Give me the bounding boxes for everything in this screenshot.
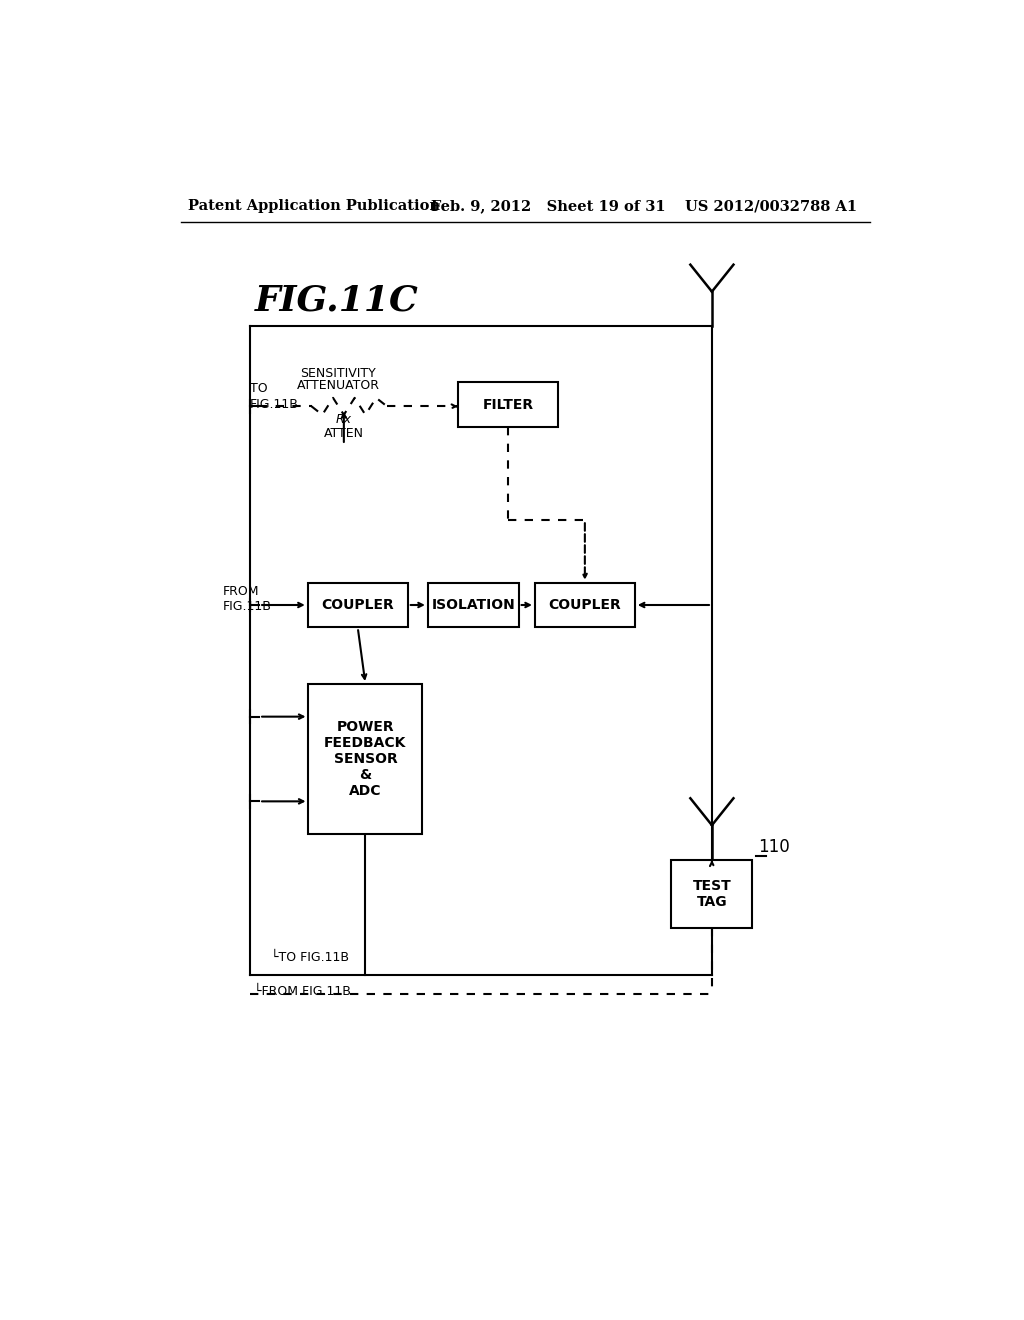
FancyBboxPatch shape <box>672 859 753 928</box>
Text: FIG.11B: FIG.11B <box>223 601 271 612</box>
Text: FILTER: FILTER <box>482 397 534 412</box>
Text: └FROM FIG.11B: └FROM FIG.11B <box>254 986 350 998</box>
Text: TO: TO <box>250 383 267 396</box>
Text: COUPLER: COUPLER <box>322 598 394 612</box>
Text: SENSITIVITY: SENSITIVITY <box>301 367 377 380</box>
Text: TEST
TAG: TEST TAG <box>692 879 731 909</box>
Text: 110: 110 <box>759 838 791 857</box>
FancyBboxPatch shape <box>308 684 422 834</box>
Text: Patent Application Publication: Patent Application Publication <box>188 199 440 213</box>
Text: └TO FIG.11B: └TO FIG.11B <box>271 950 349 964</box>
FancyBboxPatch shape <box>428 582 518 627</box>
Text: POWER
FEEDBACK
SENSOR
&
ADC: POWER FEEDBACK SENSOR & ADC <box>325 719 407 799</box>
Text: FIG.11C: FIG.11C <box>255 284 419 318</box>
FancyBboxPatch shape <box>535 582 635 627</box>
FancyBboxPatch shape <box>307 582 408 627</box>
Text: ATTEN: ATTEN <box>324 428 364 440</box>
Text: COUPLER: COUPLER <box>549 598 622 612</box>
Text: FROM: FROM <box>223 585 259 598</box>
Text: ATTENUATOR: ATTENUATOR <box>297 379 380 392</box>
FancyBboxPatch shape <box>458 383 558 428</box>
Text: US 2012/0032788 A1: US 2012/0032788 A1 <box>685 199 857 213</box>
Text: ISOLATION: ISOLATION <box>431 598 515 612</box>
Text: FIG.11B: FIG.11B <box>250 397 299 411</box>
Text: Rx: Rx <box>336 413 352 426</box>
Text: Feb. 9, 2012   Sheet 19 of 31: Feb. 9, 2012 Sheet 19 of 31 <box>431 199 666 213</box>
